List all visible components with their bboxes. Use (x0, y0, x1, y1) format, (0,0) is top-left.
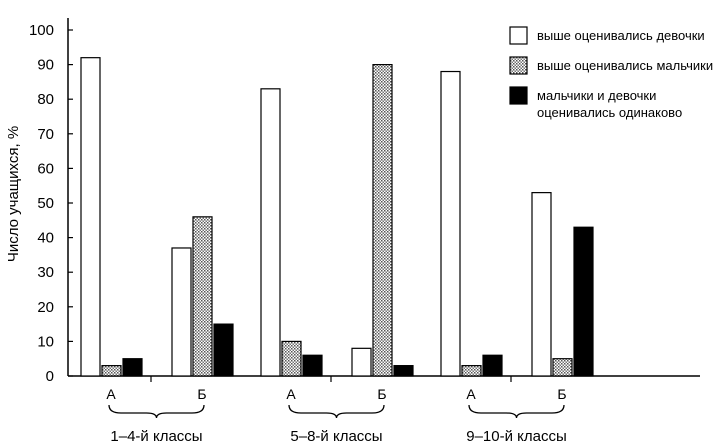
bar-black-2 (302, 354, 323, 377)
bar-dotted-gray-2 (281, 340, 302, 377)
bar-black-0 (122, 358, 143, 377)
bar-black-1 (213, 323, 234, 377)
bar-white-2 (260, 88, 281, 377)
category-label: Б (377, 386, 386, 402)
legend-swatch (509, 56, 528, 75)
y-tick-label: 60 (37, 160, 54, 177)
y-tick-label: 50 (37, 195, 54, 212)
legend-swatch (509, 26, 528, 45)
y-tick-label: 80 (37, 91, 54, 108)
legend-swatch (509, 86, 528, 105)
group-label: 1–4-й классы (110, 428, 202, 445)
x-labels: А Б А Б А Б 1–4-й классы 5–8-й классы 9–10-й кла… (106, 376, 567, 445)
bar-white-0 (80, 57, 101, 377)
y-tick-label: 40 (37, 230, 54, 247)
bar-dotted-gray-4 (461, 365, 482, 377)
y-tick-label: 0 (46, 368, 54, 385)
category-label: Б (197, 386, 206, 402)
group-brace (288, 404, 385, 419)
bar-dotted-gray-1 (192, 216, 213, 377)
bar-black-3 (393, 365, 414, 377)
category-label: Б (557, 386, 566, 402)
y-tick-label: 100 (29, 22, 54, 39)
bar-dotted-gray-5 (552, 358, 573, 377)
y-axis-title: Число учащихся, % (5, 126, 22, 262)
group-label: 5–8-й классы (290, 428, 382, 445)
legend-label: выше оценивались девочки (537, 28, 705, 43)
bars (80, 57, 594, 377)
bar-white-3 (351, 347, 372, 377)
bar-black-5 (573, 226, 594, 377)
legend-label: выше оценивались мальчики (537, 58, 713, 73)
y-tick-label: 20 (37, 299, 54, 316)
group-brace (468, 404, 565, 419)
category-label: А (466, 386, 476, 402)
category-label: А (106, 386, 116, 402)
bar-white-5 (531, 192, 552, 377)
legend: выше оценивались девочки выше оценивались… (509, 26, 713, 120)
y-tick-label: 90 (37, 57, 54, 74)
axes: 0 10 20 30 40 50 60 70 80 90 100 (29, 18, 700, 385)
y-tick-label: 30 (37, 264, 54, 281)
bar-black-4 (482, 354, 503, 377)
group-label: 9–10-й классы (466, 428, 567, 445)
legend-label: мальчики и девочки (537, 88, 656, 103)
category-label: А (286, 386, 296, 402)
y-tick-label: 70 (37, 126, 54, 143)
group-brace (108, 404, 205, 419)
bar-white-4 (440, 70, 461, 377)
bar-white-1 (171, 247, 192, 377)
bar-dotted-gray-3 (372, 63, 393, 377)
y-tick-label: 10 (37, 333, 54, 350)
bar-dotted-gray-0 (101, 365, 122, 377)
legend-label: оценивались одинаково (537, 105, 682, 120)
